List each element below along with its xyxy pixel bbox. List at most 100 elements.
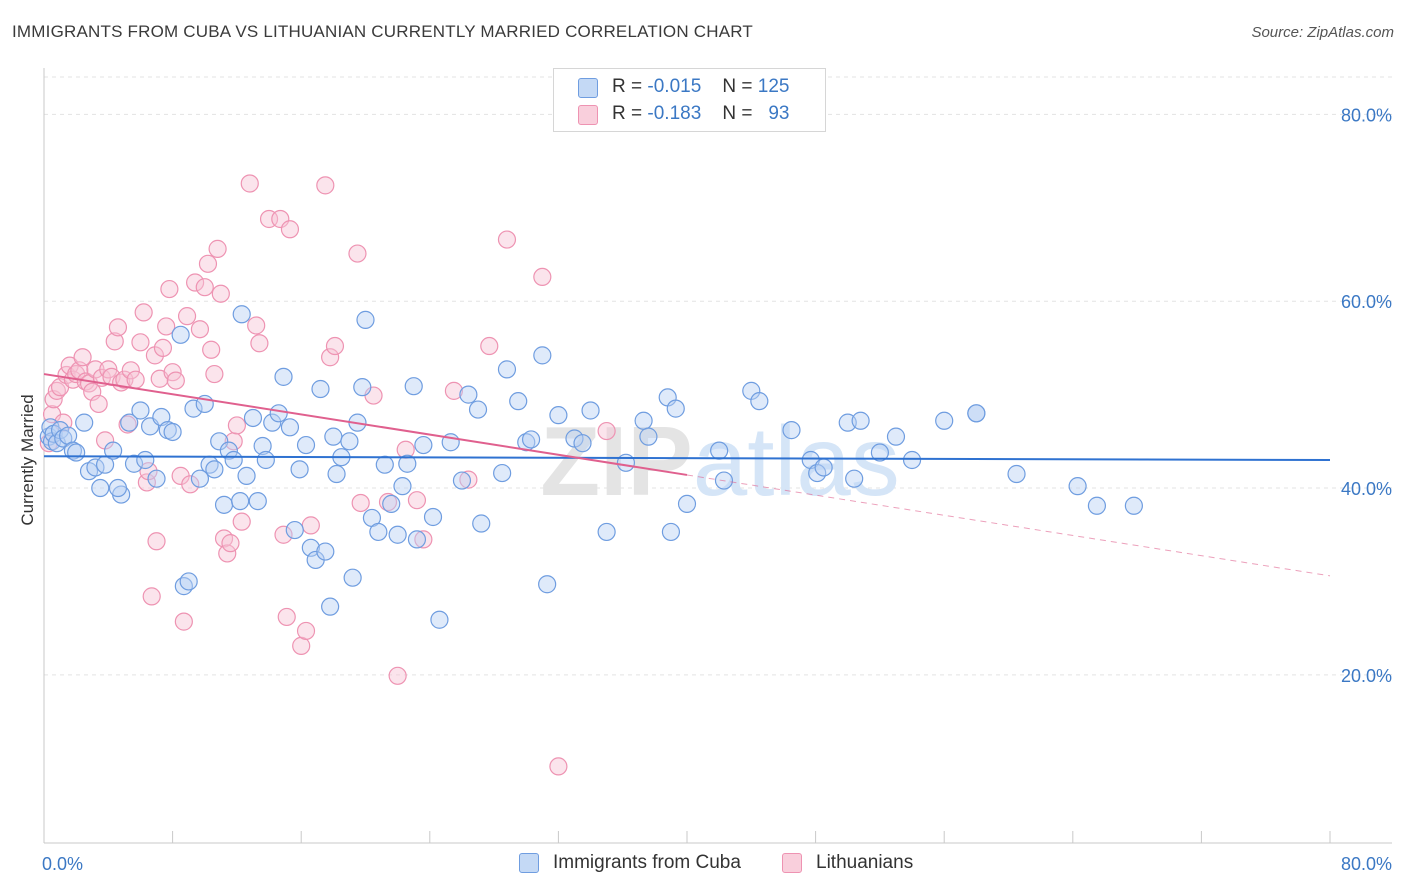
legend-r-value: -0.015 xyxy=(647,76,702,97)
data-point-cuba xyxy=(205,460,224,479)
data-point-cuba xyxy=(597,522,616,542)
data-point-lithuanians xyxy=(142,587,161,606)
data-point-cuba xyxy=(91,478,110,498)
source-credit: Source: ZipAtlas.com xyxy=(1251,24,1394,41)
legend-label: Immigrants from Cuba xyxy=(553,852,741,873)
data-point-cuba xyxy=(243,408,263,428)
data-point-cuba xyxy=(356,310,375,329)
data-point-cuba xyxy=(666,399,685,418)
data-point-cuba xyxy=(1068,477,1087,496)
data-point-lithuanians xyxy=(459,470,478,489)
legend-swatch-pink xyxy=(782,853,802,873)
data-point-cuba xyxy=(814,458,833,477)
data-point-cuba xyxy=(639,427,658,446)
data-point-lithuanians xyxy=(296,621,316,641)
data-point-cuba xyxy=(263,413,282,432)
data-point-cuba xyxy=(237,466,256,485)
data-point-cuba xyxy=(131,401,150,420)
data-point-cuba xyxy=(497,360,517,379)
data-point-cuba xyxy=(210,432,229,451)
series-immigrants-from-cuba xyxy=(39,305,1143,629)
data-point-cuba xyxy=(274,367,293,386)
data-point-cuba xyxy=(710,441,729,460)
data-point-lithuanians xyxy=(211,284,230,303)
data-point-cuba xyxy=(184,399,203,418)
data-point-lithuanians xyxy=(198,254,218,273)
data-point-lithuanians xyxy=(202,340,221,359)
data-point-cuba xyxy=(136,450,155,470)
data-point-lithuanians xyxy=(321,348,340,367)
data-point-cuba xyxy=(581,401,600,420)
data-point-lithuanians xyxy=(388,666,407,685)
data-point-cuba xyxy=(851,411,870,430)
data-point-cuba xyxy=(343,568,362,587)
data-point-lithuanians xyxy=(316,176,335,195)
data-point-cuba xyxy=(108,478,128,498)
data-point-cuba xyxy=(124,454,144,473)
tick-labels: 20.0% 40.0% 60.0% 80.0% 0.0% 80.0% xyxy=(42,105,1392,874)
data-point-cuba xyxy=(327,464,346,484)
data-point-lithuanians xyxy=(160,279,179,299)
data-point-cuba xyxy=(219,441,238,460)
data-point-cuba xyxy=(285,520,304,540)
data-point-lithuanians xyxy=(147,532,166,551)
data-point-cuba xyxy=(517,433,536,452)
data-point-cuba xyxy=(1087,496,1107,515)
y-tick-label: 20.0% xyxy=(1341,666,1392,686)
data-point-cuba xyxy=(886,427,906,446)
data-point-lithuanians xyxy=(351,493,370,513)
data-point-cuba xyxy=(538,575,557,594)
data-point-cuba xyxy=(1007,464,1026,484)
legend-swatch-pink xyxy=(578,105,598,125)
data-point-lithuanians xyxy=(89,394,108,414)
data-point-cuba xyxy=(54,429,73,448)
data-point-cuba xyxy=(321,597,340,616)
gridlines xyxy=(44,76,1392,676)
data-point-cuba xyxy=(67,443,86,462)
data-point-lithuanians xyxy=(549,757,568,776)
data-point-cuba xyxy=(1124,496,1143,515)
series-lithuanians xyxy=(39,174,616,776)
data-point-lithuanians xyxy=(153,338,173,358)
data-point-lithuanians xyxy=(174,612,193,631)
data-point-cuba xyxy=(214,495,234,514)
data-point-cuba xyxy=(269,404,288,423)
data-point-lithuanians xyxy=(497,230,517,249)
legend-swatch-blue xyxy=(519,853,539,873)
data-point-cuba xyxy=(375,455,394,474)
data-point-cuba xyxy=(509,392,528,411)
data-point-cuba xyxy=(382,494,401,514)
data-point-lithuanians xyxy=(301,516,320,535)
data-point-cuba xyxy=(171,325,190,344)
data-point-cuba xyxy=(870,443,890,462)
data-point-cuba xyxy=(388,525,407,544)
chart-title: IMMIGRANTS FROM CUBA VS LITHUANIAN CURRE… xyxy=(12,22,753,41)
data-point-lithuanians xyxy=(195,278,214,297)
data-point-cuba xyxy=(573,434,592,453)
data-point-lithuanians xyxy=(121,361,140,380)
data-point-cuba xyxy=(845,469,864,488)
data-point-cuba xyxy=(398,454,417,473)
data-point-cuba xyxy=(224,450,243,470)
legend-n-label: N = xyxy=(722,103,753,124)
trend-line-lithuanians-extension xyxy=(686,474,1331,577)
data-point-cuba xyxy=(393,477,412,496)
data-point-cuba xyxy=(316,542,335,561)
data-point-cuba xyxy=(902,450,922,470)
data-point-lithuanians xyxy=(218,544,237,563)
data-point-cuba xyxy=(452,471,472,490)
legend-n-value: 93 xyxy=(768,103,790,124)
data-point-cuba xyxy=(407,530,427,549)
data-point-cuba xyxy=(459,385,478,404)
data-point-lithuanians xyxy=(131,333,150,352)
y-tick-label: 60.0% xyxy=(1341,292,1392,312)
data-point-cuba xyxy=(340,432,359,451)
legend-r-label: R = xyxy=(612,76,643,97)
axes xyxy=(43,68,1392,844)
data-point-lithuanians xyxy=(227,416,246,435)
data-point-lithuanians xyxy=(480,336,499,356)
legend-r-label: R = xyxy=(612,103,643,124)
data-point-cuba xyxy=(231,492,250,511)
data-point-cuba xyxy=(232,305,251,324)
